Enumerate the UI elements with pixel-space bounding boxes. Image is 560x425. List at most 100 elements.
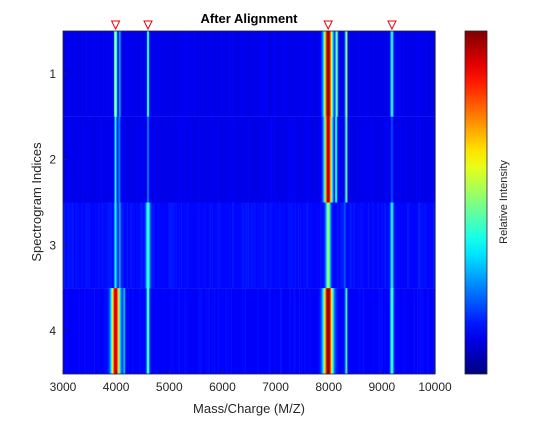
heatmap-cell (273, 116, 276, 203)
heatmap-cell (293, 116, 296, 203)
heatmap-cell (231, 202, 234, 289)
heatmap-cell (231, 116, 234, 203)
heatmap-cell (361, 116, 364, 203)
heatmap-cell (395, 116, 398, 203)
heatmap-cell (370, 116, 372, 203)
heatmap-cell (165, 202, 167, 289)
heatmap-cell (294, 288, 297, 374)
heatmap-cell (390, 116, 393, 203)
heatmap-cell (255, 116, 258, 203)
heatmap-cell (77, 202, 80, 289)
heatmap-cell (236, 116, 238, 203)
heatmap-cell (416, 116, 419, 203)
heatmap-cell (403, 288, 405, 374)
heatmap-cell (259, 116, 262, 203)
heatmap-cell (179, 288, 182, 374)
heatmap-cell (365, 116, 368, 203)
heatmap-cell (94, 31, 97, 117)
heatmap-cell (86, 116, 89, 203)
heatmap-cell (400, 116, 403, 203)
heatmap-cell (280, 116, 283, 203)
heatmap-cell (108, 31, 111, 117)
heatmap-cell (149, 288, 151, 374)
colorbar (464, 30, 488, 375)
heatmap-cell (370, 202, 372, 289)
heatmap-cell (344, 116, 347, 203)
heatmap-cell (72, 116, 75, 203)
heatmap-cell (175, 31, 178, 117)
heatmap-cell (115, 31, 117, 117)
heatmap-cell (307, 31, 310, 117)
heatmap-cell (358, 288, 361, 374)
heatmap-cell (134, 288, 136, 374)
heatmap-cell (321, 31, 323, 117)
heatmap-cell (98, 288, 100, 374)
heatmap-cell (313, 202, 316, 289)
heatmap-cell (87, 116, 90, 203)
heatmap-cell (279, 288, 282, 374)
heatmap-cell (394, 31, 397, 117)
heatmap-cell (129, 116, 132, 203)
heatmap-cell (98, 202, 100, 289)
heatmap-cell (220, 202, 222, 289)
heatmap-cell (110, 288, 113, 374)
heatmap-cell (427, 288, 430, 374)
heatmap-cell (250, 31, 252, 117)
heatmap-cell (398, 31, 401, 117)
heatmap-cell (302, 31, 304, 117)
heatmap-cell (250, 116, 252, 203)
heatmap-cell (363, 202, 366, 289)
heatmap-cell (378, 116, 381, 203)
heatmap-cell (139, 31, 142, 117)
heatmap-cell (90, 288, 93, 374)
heatmap-cell (319, 202, 321, 289)
heatmap-cell (389, 202, 391, 289)
heatmap-cell (402, 116, 404, 203)
heatmap-cell (322, 288, 324, 374)
heatmap-cell (313, 31, 316, 117)
heatmap-cell (279, 116, 282, 203)
heatmap-cell (169, 116, 171, 203)
heatmap-cell (393, 202, 396, 289)
heatmap-cell (122, 31, 125, 117)
heatmap-cell (422, 31, 424, 117)
heatmap-cell (323, 202, 326, 289)
heatmap-cell (280, 202, 283, 289)
heatmap-cell (397, 31, 400, 117)
heatmap-cell (238, 116, 241, 203)
heatmap-cell (216, 202, 218, 289)
heatmap-cell (328, 31, 331, 117)
heatmap-cell (118, 202, 120, 289)
heatmap-cell (70, 202, 73, 289)
heatmap-cell (192, 288, 195, 374)
heatmap-cell (80, 202, 82, 289)
heatmap-cell (99, 288, 101, 374)
heatmap-cell (403, 31, 405, 117)
heatmap-cell (312, 31, 315, 117)
heatmap-cell (121, 202, 124, 289)
heatmap-cell (230, 31, 233, 117)
heatmap-cell (81, 116, 83, 203)
heatmap-cell (256, 202, 259, 289)
heatmap-cell (189, 116, 192, 203)
heatmap-cell (102, 202, 104, 289)
heatmap-cell (190, 288, 193, 374)
heatmap-cell (337, 202, 339, 289)
heatmap-cell (74, 202, 77, 289)
heatmap-cell (145, 202, 148, 289)
heatmap-cell (143, 116, 146, 203)
heatmap-cell (285, 31, 287, 117)
heatmap-cell (335, 202, 337, 289)
heatmap-cell (135, 288, 137, 374)
heatmap-cell (286, 202, 288, 289)
heatmap-cell (414, 288, 417, 374)
heatmap-cell (71, 202, 74, 289)
heatmap-cell (233, 116, 235, 203)
heatmap-cell (396, 31, 399, 117)
heatmap-cell (353, 31, 355, 117)
heatmap-cell (328, 202, 331, 289)
heatmap-cell (326, 202, 329, 289)
heatmap-cell (324, 288, 327, 374)
heatmap-cell (155, 31, 158, 117)
heatmap-cell (393, 31, 396, 117)
